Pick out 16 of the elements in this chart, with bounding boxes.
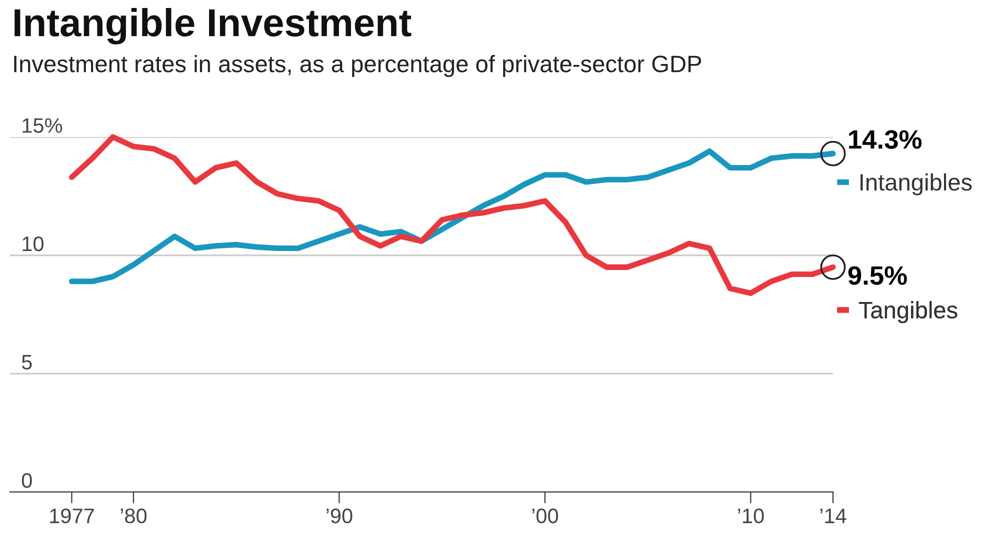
x-tick-label: ’80	[120, 508, 147, 524]
x-tick-label: ’00	[532, 508, 558, 524]
chart-subtitle: Investment rates in assets, as a percentage of private-sector GDP	[14, 55, 702, 78]
annotation: 9.5%	[848, 266, 907, 285]
annotation: 14.3%	[849, 130, 922, 149]
x-tick-label: ’14	[820, 508, 846, 524]
y-tick-label: 0	[22, 473, 32, 488]
legend-label: Tangibles	[858, 301, 958, 324]
x-tick-label: ’10	[738, 508, 764, 524]
chart-title: Intangible Investment	[14, 8, 412, 44]
x-tick-label: ’90	[326, 508, 352, 524]
x-tick-label: 1977	[50, 508, 94, 524]
y-tick-label: 10	[22, 236, 44, 252]
y-tick-label: 5	[22, 355, 32, 370]
legend-label: Intangibles	[860, 173, 972, 196]
y-tick-label: 15%	[22, 118, 62, 133]
